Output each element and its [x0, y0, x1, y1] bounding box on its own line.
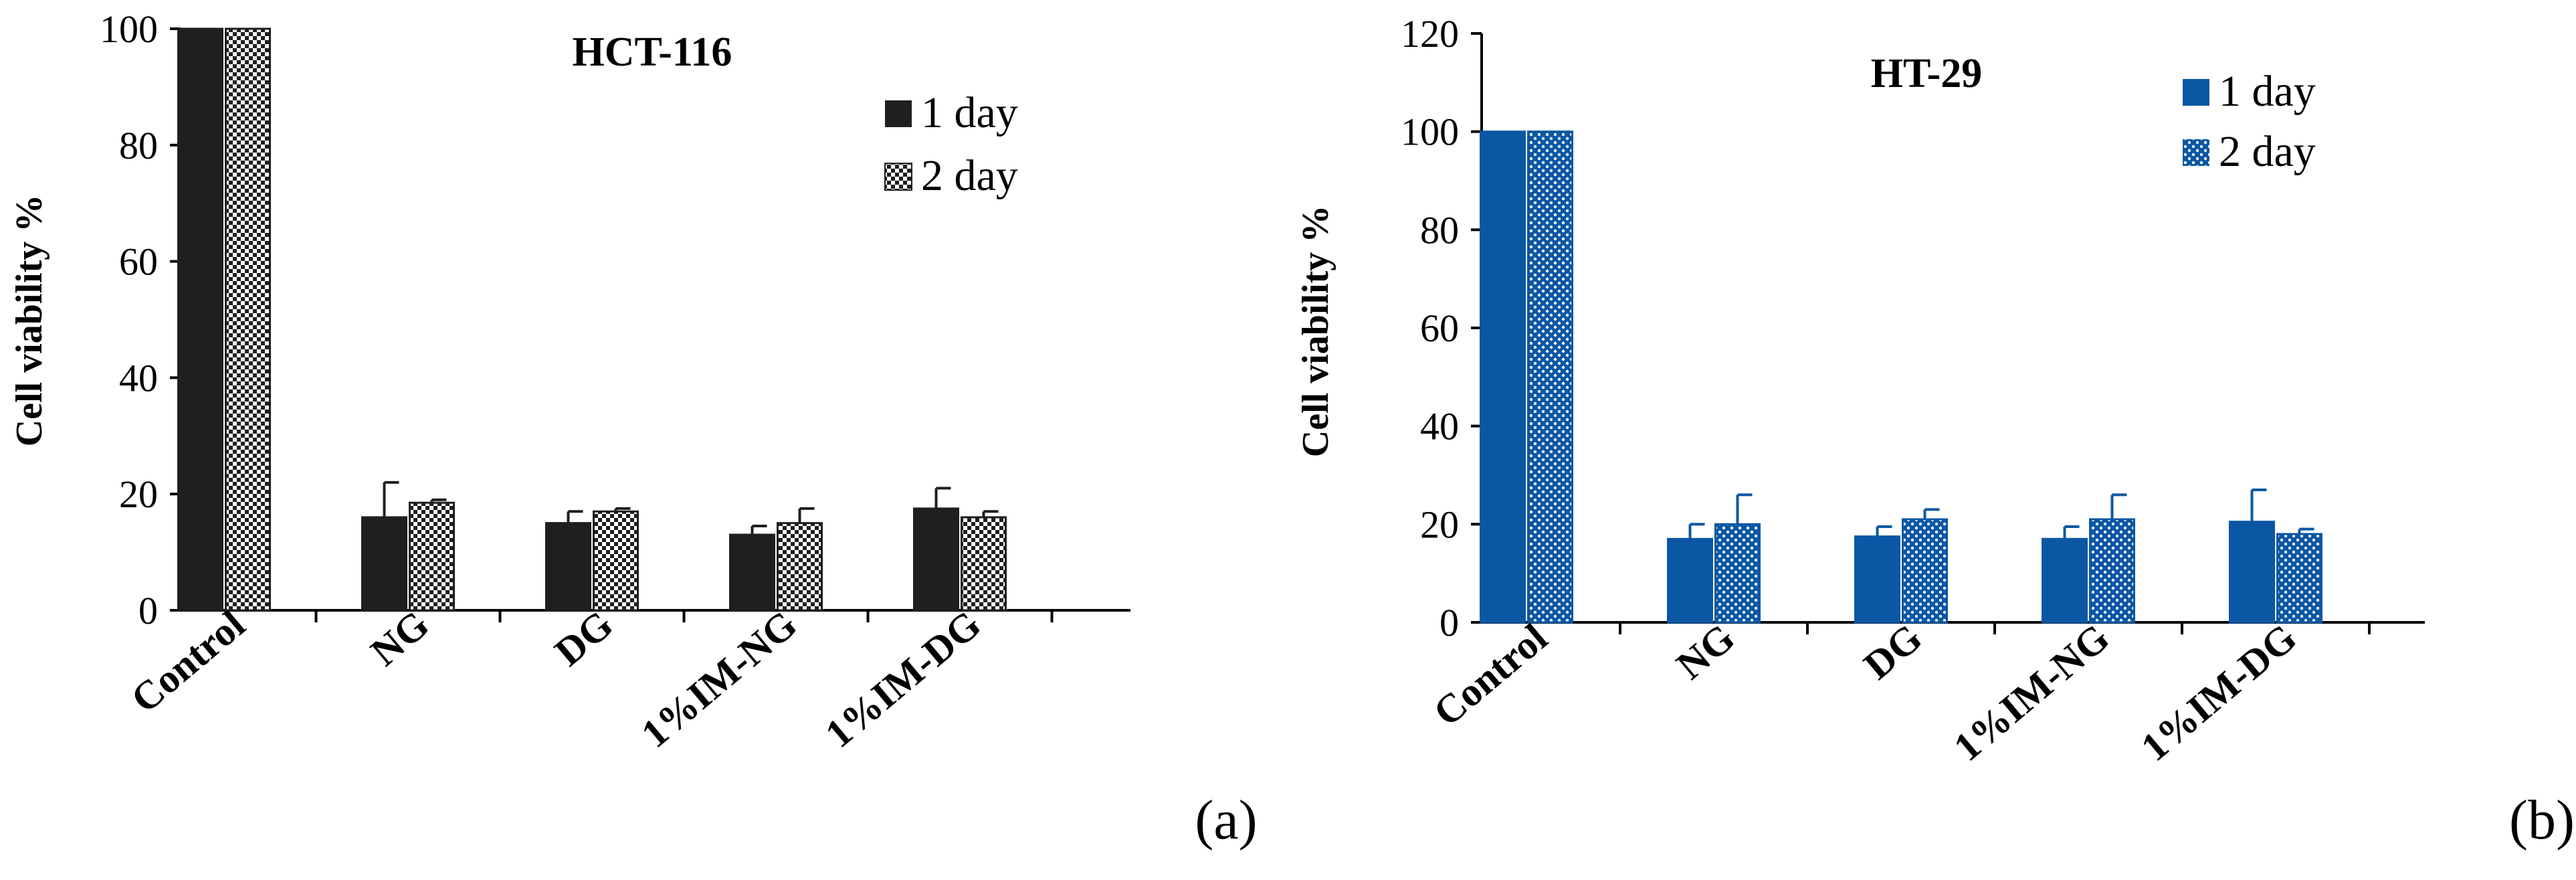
bar-dg-2-day-b: [1902, 518, 1948, 624]
bar-control-2-day-a: [225, 27, 271, 612]
panel-label-b: (b): [2509, 789, 2575, 851]
legend-a: 1 day 2 day: [884, 88, 1018, 200]
y-tick-label-80-b: 80: [1420, 208, 1459, 252]
bar-dg-1-day-b: [1854, 535, 1900, 624]
bar-1-im-dg-2-day-a: [961, 516, 1007, 612]
legend-label-1-day-b: 1 day: [2219, 67, 2316, 116]
bar-control-1-day-b: [1480, 130, 1526, 624]
x-category-label-dg-a: DG: [547, 602, 621, 674]
x-category-label-ng-b: NG: [1668, 615, 1743, 687]
y-tick-label-80-a: 80: [119, 124, 158, 167]
y-tick-label-120-b: 120: [1401, 12, 1459, 56]
chart-panel-a: HCT-116 Cell viability % (a) 0 20 40 60 80 10…: [9, 7, 1258, 851]
chart-panel-b: HT-29 Cell viability % (b) 0 20 40 60 80 100 1…: [1295, 12, 2575, 851]
y-tick-label-0-b: 0: [1440, 601, 1459, 644]
y-tick-label-100-b: 100: [1401, 110, 1459, 154]
legend-b: 1 day 2 day: [2183, 67, 2316, 176]
panel-label-a: (a): [1195, 789, 1257, 851]
bar-1-im-dg-1-day-a: [913, 507, 959, 612]
x-category-label-1-im-dg-a: 1%IM-DG: [817, 602, 989, 756]
y-tick-label-60-a: 60: [119, 240, 158, 284]
x-category-label-1-im-ng-a: 1%IM-NG: [633, 602, 805, 756]
chart-title-a: HCT-116: [573, 29, 732, 75]
y-tick-label-60-b: 60: [1420, 306, 1459, 350]
bar-dg-1-day-a: [545, 522, 591, 612]
bar-1-im-dg-1-day-b: [2229, 521, 2275, 624]
y-tick-label-40-b: 40: [1420, 405, 1459, 448]
y-tick-label-20-a: 20: [119, 472, 158, 516]
bar-ng-2-day-b: [1714, 523, 1761, 624]
bar-ng-1-day-a: [361, 516, 407, 612]
chart-title-b: HT-29: [1871, 51, 1983, 96]
legend-label-2-day-a: 2 day: [921, 151, 1018, 200]
y-tick-label-40-a: 40: [119, 356, 158, 400]
bar-dg-2-day-a: [593, 510, 639, 612]
bar-1-im-ng-1-day-b: [2042, 537, 2088, 624]
x-category-label-dg-b: DG: [1856, 615, 1930, 687]
bar-ng-1-day-b: [1667, 537, 1713, 624]
bar-1-im-ng-1-day-a: [729, 533, 775, 612]
bar-1-im-dg-2-day-b: [2276, 533, 2322, 624]
bar-1-im-ng-2-day-b: [2089, 518, 2135, 624]
y-axis-title-a: Cell viability %: [9, 195, 50, 446]
legend-label-2-day-b: 2 day: [2219, 127, 2316, 176]
bar-control-2-day-b: [1527, 130, 1573, 624]
bar-ng-2-day-a: [409, 501, 455, 612]
legend-label-1-day-a: 1 day: [921, 88, 1018, 137]
bar-1-im-ng-2-day-a: [777, 522, 823, 612]
legend-swatch-1-day-b: [2183, 79, 2209, 106]
y-tick-label-100-a: 100: [100, 7, 158, 51]
x-category-label-1-im-dg-b: 1%IM-DG: [2133, 615, 2304, 770]
y-tick-label-0-a: 0: [138, 589, 158, 632]
legend-swatch-2-day-b: [2183, 139, 2209, 166]
y-axis-title-b: Cell viability %: [1295, 205, 1336, 457]
x-category-label-1-im-ng-b: 1%IM-NG: [1945, 615, 2117, 770]
x-category-label-ng-a: NG: [363, 602, 437, 674]
legend-swatch-1-day-a: [885, 100, 912, 127]
legend-swatch-2-day-a: [884, 163, 912, 191]
y-tick-label-20-b: 20: [1420, 503, 1459, 546]
bar-control-1-day-a: [177, 27, 223, 612]
